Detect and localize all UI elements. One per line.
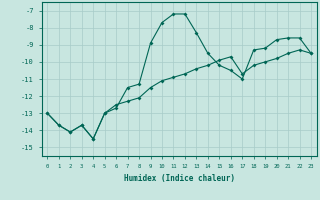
- X-axis label: Humidex (Indice chaleur): Humidex (Indice chaleur): [124, 174, 235, 183]
